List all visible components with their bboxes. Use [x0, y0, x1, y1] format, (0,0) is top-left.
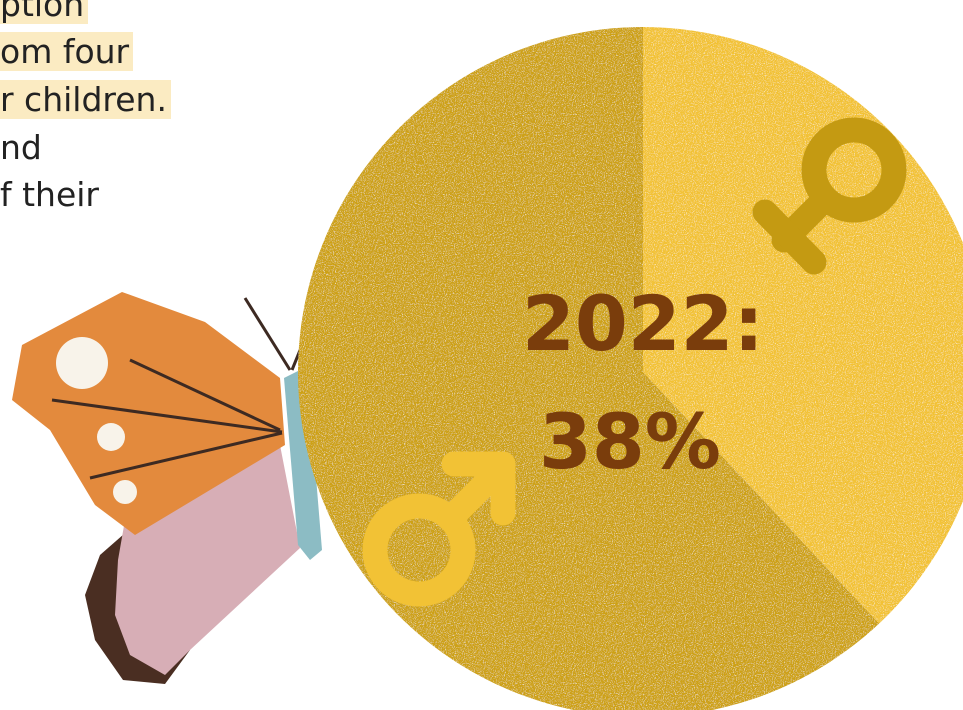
butterfly-body: [284, 370, 322, 560]
caption-line-5-text: f their: [0, 175, 99, 214]
male-symbol-icon: [362, 451, 516, 607]
caption-line-3-text: r children.: [0, 80, 171, 119]
caption-line-2-text: om four: [0, 32, 134, 71]
butterfly-spot-2: [97, 423, 125, 451]
butterfly-spot-3: [113, 480, 137, 504]
center-label-line-1: 2022:: [522, 279, 764, 368]
butterfly-wing-line-1: [51, 398, 283, 434]
center-label-line-2: 38%: [539, 397, 721, 486]
female-symbol-icon: [752, 117, 907, 275]
caption-line-2: om four: [0, 27, 134, 76]
caption-line-4-text: nd: [0, 128, 42, 167]
caption-line-5: f their: [0, 170, 99, 219]
butterfly-icon: [12, 292, 324, 684]
butterfly-wing-line-2: [89, 431, 283, 480]
caption-line-1: ption: [0, 0, 89, 29]
caption-line-1-text: ption: [0, 0, 89, 24]
butterfly-antenna-left: [243, 297, 292, 371]
caption-text-block: ption om four r children. nd f their: [0, 0, 340, 250]
butterfly-spot-1: [56, 337, 108, 389]
caption-line-4: nd: [0, 123, 42, 172]
pie-slice-male: [298, 27, 880, 710]
caption-line-3: r children.: [0, 75, 171, 124]
butterfly-wing-line-3: [129, 358, 281, 432]
